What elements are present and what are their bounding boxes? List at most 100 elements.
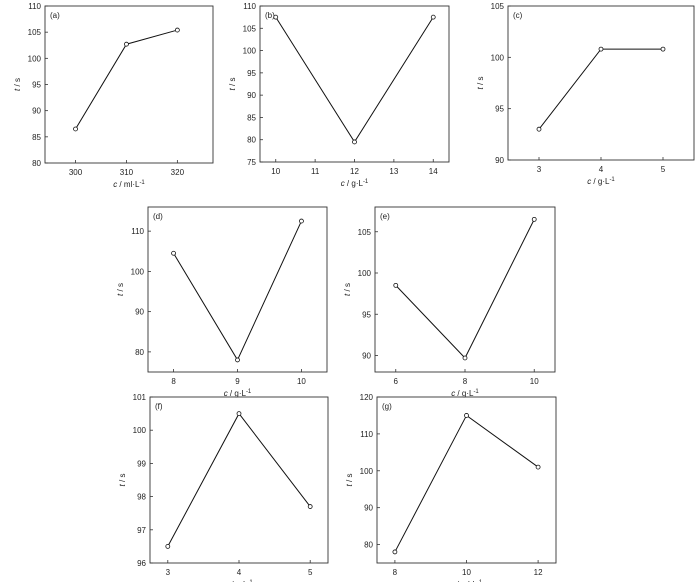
x-axis-variable: c (224, 389, 228, 398)
y-axis-label: t / s (118, 474, 127, 487)
y-axis-variable: t (228, 87, 237, 90)
chart-panel-a: (a) 80 85 90 95 100 105 110 300 310 320 c / ml·L-1 t… (13, 2, 214, 189)
data-point-marker (352, 139, 357, 145)
panel-label: (c) (513, 11, 523, 20)
data-point-marker (307, 504, 313, 509)
x-tick-label: 4 (237, 568, 242, 577)
y-axis-unit: / s (118, 474, 127, 485)
x-axis-variable: c (587, 177, 591, 186)
x-axis-unit-exponent: -1 (609, 177, 615, 183)
y-tick-label: 99 (137, 459, 146, 468)
y-tick-label: 100 (358, 269, 372, 278)
y-tick-label: 75 (247, 158, 256, 167)
y-tick-label: 80 (247, 136, 256, 145)
x-tick-label: 12 (350, 167, 359, 176)
data-point-marker (235, 357, 240, 363)
x-tick-label: 8 (463, 377, 468, 386)
chart-panel-f: (f) 96 97 98 99 100 101 3 4 5 c / g·L-1 t / s (118, 393, 329, 582)
x-tick-label: 8 (393, 568, 398, 577)
y-axis-label: t / s (13, 78, 22, 91)
chart-panel-d: (d) 80 90 100 110 8 9 10 c / g·L-1 t / s (116, 206, 328, 398)
x-axis-unit: / ml·L (117, 180, 140, 189)
plot-frame (44, 5, 214, 164)
x-axis-label: c / g·L-1 (451, 389, 479, 398)
x-axis-label: c / g·L-1 (225, 580, 253, 582)
y-tick-label: 90 (362, 352, 371, 361)
y-axis-variable: t (116, 293, 125, 296)
y-axis-variable: t (13, 88, 22, 91)
x-axis-unit-exponent: -1 (363, 179, 369, 185)
y-tick-label: 120 (360, 393, 374, 402)
data-point-marker (531, 216, 537, 222)
chart-panel-b: (b) 75 80 85 90 95 100 105 110 10 11 12 13 14 c / g·L-… (228, 2, 450, 188)
x-tick-label: 11 (311, 167, 320, 176)
data-point-marker (73, 126, 78, 132)
y-tick-label: 97 (137, 526, 146, 535)
y-tick-label: 80 (135, 348, 144, 357)
y-axis-label: t / s (476, 77, 485, 90)
x-tick-label: 3 (166, 568, 171, 577)
data-point-marker (273, 14, 279, 20)
y-axis-unit: / s (476, 77, 485, 88)
data-point-marker (430, 14, 436, 20)
x-axis-label: c / g·L-1 (224, 389, 252, 398)
x-tick-label: 310 (120, 168, 134, 177)
x-axis-variable: c (341, 179, 345, 188)
x-tick-label: 4 (599, 165, 604, 174)
plot-frame (259, 5, 450, 163)
plot-frame (507, 5, 695, 161)
x-axis-unit: / g·L (345, 179, 364, 188)
y-tick-label: 105 (243, 24, 257, 33)
data-point-marker (171, 250, 176, 256)
data-point-marker (536, 126, 542, 132)
panel-label: (b) (265, 11, 275, 20)
y-tick-label: 100 (133, 426, 147, 435)
x-axis-variable: c (225, 580, 229, 582)
plot-frame (149, 396, 329, 564)
x-tick-label: 6 (394, 377, 399, 386)
y-axis-variable: t (345, 483, 354, 486)
x-axis-unit: / g·L (229, 580, 248, 582)
series-line (395, 219, 535, 359)
y-tick-label: 80 (364, 541, 373, 550)
x-axis-unit-exponent: -1 (139, 180, 145, 186)
x-tick-label: 300 (69, 168, 83, 177)
y-tick-label: 95 (362, 310, 371, 319)
y-axis-variable: t (118, 483, 127, 486)
y-tick-label: 95 (495, 105, 504, 114)
x-axis-variable: c (113, 180, 117, 189)
panel-label: (e) (380, 212, 390, 221)
y-tick-label: 105 (28, 28, 42, 37)
y-tick-label: 95 (247, 69, 256, 78)
y-axis-variable: t (476, 86, 485, 89)
data-point-marker (299, 218, 304, 224)
y-tick-label: 100 (28, 54, 42, 63)
x-axis-unit: / g·L (228, 389, 247, 398)
y-tick-label: 100 (243, 47, 257, 56)
data-point-marker (535, 464, 541, 470)
chart-panel-e: (e) 90 95 100 105 6 8 10 c / g·L-1 t / s (343, 206, 556, 398)
plot-frame (376, 396, 557, 564)
x-axis-label: c / ml·L-1 (451, 580, 483, 582)
y-axis-label: t / s (343, 283, 352, 296)
x-tick-label: 320 (171, 168, 185, 177)
x-axis-unit-exponent: -1 (477, 580, 483, 582)
x-tick-label: 12 (534, 568, 543, 577)
y-tick-label: 100 (491, 53, 505, 62)
y-axis-label: t / s (345, 474, 354, 487)
data-point-marker (174, 27, 180, 33)
y-axis-label: t / s (228, 78, 237, 91)
x-tick-label: 10 (297, 377, 306, 386)
x-tick-label: 5 (661, 165, 666, 174)
x-tick-label: 10 (530, 377, 539, 386)
y-tick-label: 105 (491, 2, 505, 11)
y-tick-label: 96 (137, 559, 146, 568)
y-tick-label: 110 (360, 430, 373, 439)
panel-label: (d) (153, 212, 163, 221)
y-tick-label: 100 (131, 267, 145, 276)
x-tick-label: 3 (537, 165, 542, 174)
x-tick-label: 8 (171, 377, 176, 386)
x-tick-label: 13 (389, 167, 398, 176)
y-tick-label: 85 (247, 113, 256, 122)
y-axis-unit: / s (343, 283, 352, 294)
